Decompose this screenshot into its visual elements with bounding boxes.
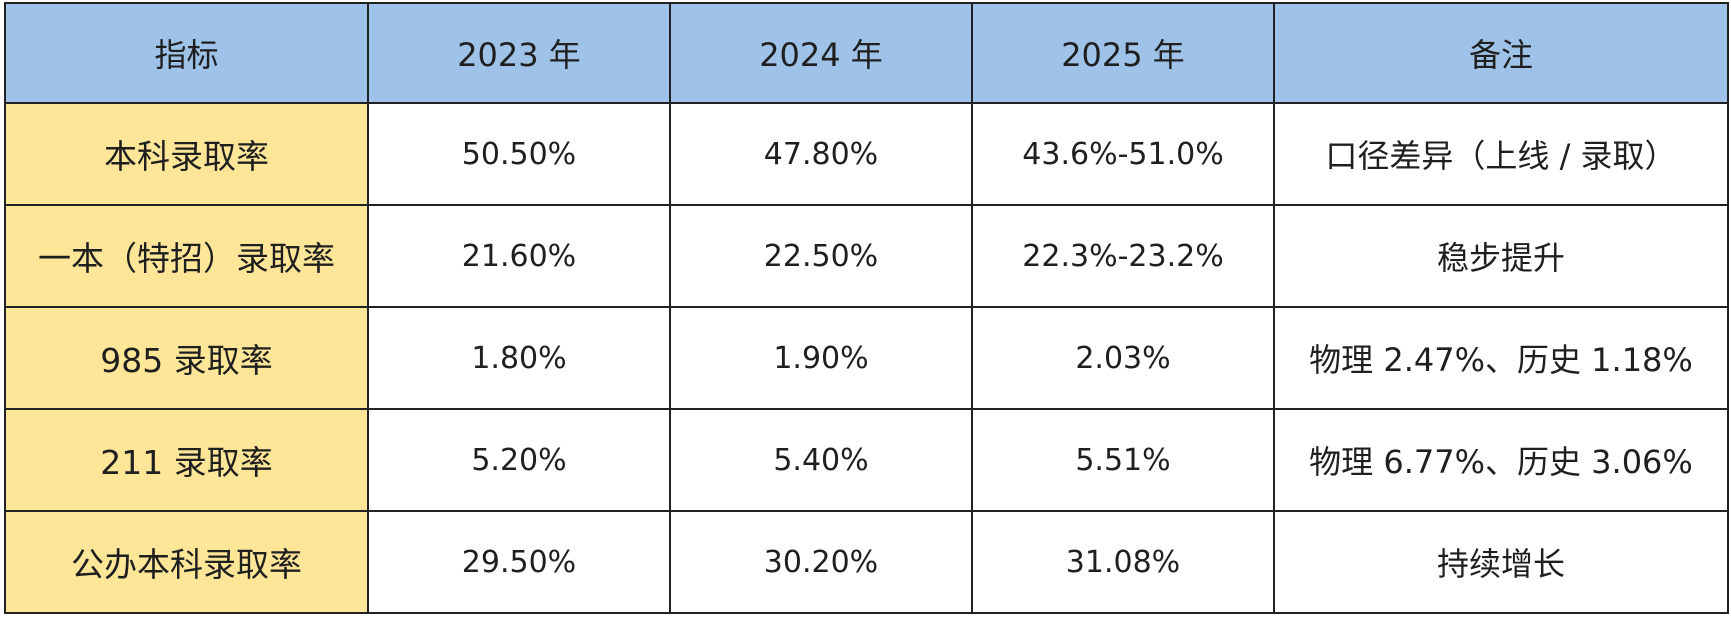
cell-2024: 47.80% [669, 102, 973, 206]
cell-2023: 29.50% [367, 510, 671, 614]
cell-2024: 5.40% [669, 408, 973, 512]
cell-remark: 物理 6.77%、历史 3.06% [1273, 408, 1729, 512]
header-year-2023: 2023 年 [367, 2, 671, 104]
header-indicator: 指标 [4, 2, 369, 104]
row-label: 公办本科录取率 [4, 510, 369, 614]
table-row: 公办本科录取率 29.50% 30.20% 31.08% 持续增长 [4, 510, 1729, 614]
table-row: 一本（特招）录取率 21.60% 22.50% 22.3%-23.2% 稳步提升 [4, 204, 1729, 308]
admission-rate-table: 指标 2023 年 2024 年 2025 年 备注 本科录取率 50.50% … [4, 2, 1729, 614]
cell-2025: 43.6%-51.0% [971, 102, 1275, 206]
cell-remark: 持续增长 [1273, 510, 1729, 614]
cell-2023: 1.80% [367, 306, 671, 410]
cell-2024: 30.20% [669, 510, 973, 614]
cell-2025: 31.08% [971, 510, 1275, 614]
cell-2025: 2.03% [971, 306, 1275, 410]
table-row: 985 录取率 1.80% 1.90% 2.03% 物理 2.47%、历史 1.… [4, 306, 1729, 410]
row-label: 985 录取率 [4, 306, 369, 410]
table-row: 211 录取率 5.20% 5.40% 5.51% 物理 6.77%、历史 3.… [4, 408, 1729, 512]
table-row: 本科录取率 50.50% 47.80% 43.6%-51.0% 口径差异（上线 … [4, 102, 1729, 206]
header-year-2025: 2025 年 [971, 2, 1275, 104]
cell-2023: 21.60% [367, 204, 671, 308]
row-label: 一本（特招）录取率 [4, 204, 369, 308]
admission-rate-table-container: 指标 2023 年 2024 年 2025 年 备注 本科录取率 50.50% … [4, 2, 1729, 614]
cell-2025: 5.51% [971, 408, 1275, 512]
cell-2024: 1.90% [669, 306, 973, 410]
header-year-2024: 2024 年 [669, 2, 973, 104]
row-label: 211 录取率 [4, 408, 369, 512]
cell-2023: 50.50% [367, 102, 671, 206]
row-label: 本科录取率 [4, 102, 369, 206]
table-header-row: 指标 2023 年 2024 年 2025 年 备注 [4, 2, 1729, 104]
cell-2023: 5.20% [367, 408, 671, 512]
cell-remark: 稳步提升 [1273, 204, 1729, 308]
header-remarks: 备注 [1273, 2, 1729, 104]
cell-remark: 物理 2.47%、历史 1.18% [1273, 306, 1729, 410]
cell-remark: 口径差异（上线 / 录取） [1273, 102, 1729, 206]
cell-2024: 22.50% [669, 204, 973, 308]
cell-2025: 22.3%-23.2% [971, 204, 1275, 308]
